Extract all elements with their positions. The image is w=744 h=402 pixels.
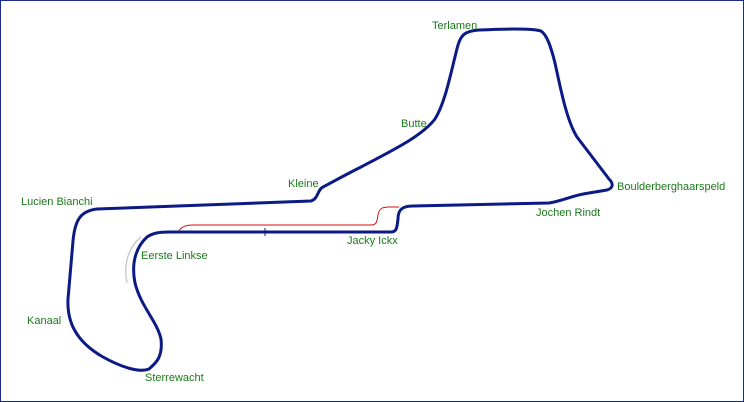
- corner-label-kanaal: Kanaal: [27, 315, 62, 327]
- corner-label-eerste-linkse: Eerste Linkse: [141, 250, 208, 262]
- corner-label-sterrewacht: Sterrewacht: [145, 372, 204, 384]
- track-outline: [66, 27, 614, 372]
- corner-label-butte: Butte: [401, 118, 427, 130]
- corner-label-lucien-bianchi: Lucien Bianchi: [21, 196, 93, 208]
- corner-label-kleine: Kleine: [288, 178, 319, 190]
- corner-label-jochen-rindt: Jochen Rindt: [536, 207, 601, 219]
- corner-label-terlamen: Terlamen: [432, 20, 478, 32]
- corner-label-jacky-ickx: Jacky Ickx: [347, 235, 398, 247]
- runoff-outline: [125, 236, 142, 284]
- pit-lane: [178, 206, 399, 232]
- corner-label-boulderberghaarspeld: Boulderberghaarspeld: [617, 181, 726, 193]
